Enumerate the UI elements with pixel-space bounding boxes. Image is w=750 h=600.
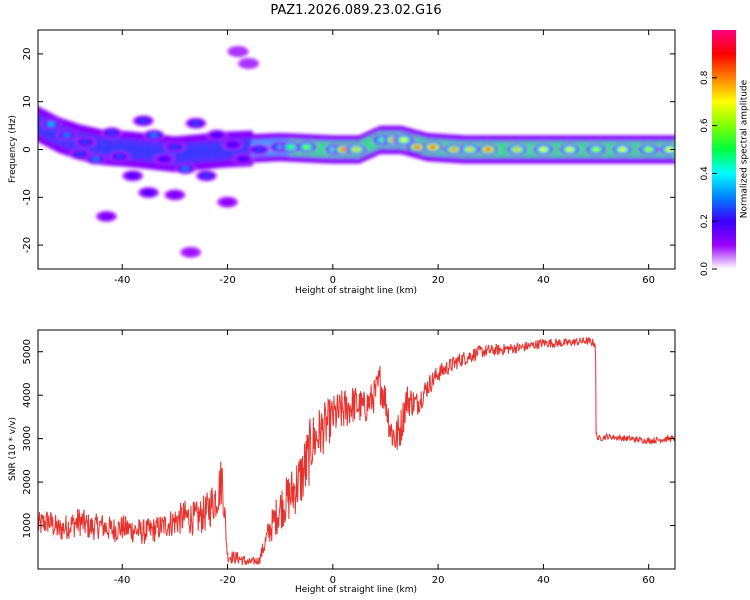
heatmap-blob <box>103 214 110 219</box>
heatmap-blob <box>145 190 152 195</box>
snr-y-tick-label: 3000 <box>22 426 33 451</box>
heatmap-blob <box>619 147 626 152</box>
snr-y-tick-label: 5000 <box>22 339 33 364</box>
heatmap-blob <box>182 166 189 171</box>
spectrogram-y-ticks: -20 -10 0 10 20 <box>22 48 675 253</box>
snr-x-label: Height of straight line (km) <box>295 585 417 595</box>
heatmap-blob <box>229 142 237 147</box>
spectrogram-x-label: Height of straight line (km) <box>295 286 417 296</box>
heatmap-blob <box>150 133 158 138</box>
spectrogram-y-tick-label: 10 <box>22 95 33 108</box>
heatmap-blob <box>116 154 123 159</box>
spectrogram-panel: -40 -20 0 20 40 60 -20 -10 0 10 20 Height of stra… <box>8 29 676 296</box>
heatmap-blob <box>47 122 55 127</box>
heatmap-blob <box>450 147 458 152</box>
colorbar-tick-label: 0.4 <box>700 166 710 181</box>
spectrogram-x-tick-label: 40 <box>537 275 550 286</box>
spectrogram-y-label: Frequency (Hz) <box>8 115 18 183</box>
colorbar-ticks: 0.0 0.2 0.4 0.6 0.8 <box>700 70 717 276</box>
colorbar: 0.0 0.2 0.4 0.6 0.8 Normalized spectral ampl… <box>700 30 750 276</box>
heatmap-blob <box>484 147 492 152</box>
heatmap-blob <box>245 61 252 66</box>
snr-y-tick-label: 2000 <box>22 469 33 494</box>
heatmap-blob <box>645 147 652 152</box>
snr-y-ticks: 1000 2000 3000 4000 5000 <box>22 339 675 538</box>
heatmap-blob <box>234 49 242 54</box>
heatmap-blob <box>224 200 231 204</box>
spectrogram-y-tick-label: 20 <box>22 48 33 61</box>
heatmap-blob <box>161 157 168 161</box>
spectrogram-x-ticks: -40 -20 0 20 40 60 <box>114 30 655 286</box>
snr-x-ticks: -40 -20 0 20 40 60 <box>114 330 655 586</box>
chart-title: PAZ1.2026.089.23.02.G16 <box>270 3 441 18</box>
spectrogram-y-tick-label: 0 <box>22 146 33 152</box>
heatmap-blob <box>513 147 521 152</box>
spectrogram-x-tick-label: 20 <box>432 275 445 286</box>
spectrogram-x-tick-label: -40 <box>114 275 130 286</box>
heatmap-blob <box>413 145 421 150</box>
colorbar-tick-label: 0.2 <box>700 214 710 228</box>
heatmap-blob <box>171 193 179 197</box>
snr-y-label: SNR (10 * v/v) <box>8 417 18 481</box>
heatmap-blob <box>255 147 263 152</box>
heatmap-blob <box>108 130 116 135</box>
spectrogram-y-tick-label: -20 <box>22 237 33 253</box>
heatmap-blob <box>400 138 408 142</box>
heatmap-blob <box>540 147 547 152</box>
heatmap-blob <box>171 145 179 150</box>
spectrogram-x-tick-label: -20 <box>219 275 235 286</box>
heatmap-blob <box>592 147 600 152</box>
heatmap-blob <box>666 147 674 152</box>
colorbar-tick-label: 0.8 <box>700 70 710 85</box>
heatmap-blob <box>240 157 247 161</box>
snr-x-tick-label: 0 <box>330 575 336 586</box>
heatmap-blob <box>192 121 200 126</box>
snr-y-tick-label: 4000 <box>22 382 33 407</box>
snr-x-tick-label: 40 <box>537 575 550 586</box>
spectrogram-x-tick-label: 0 <box>330 275 336 286</box>
spectrogram-energy <box>38 46 675 258</box>
snr-x-tick-label: -40 <box>114 575 130 586</box>
snr-x-tick-label: 60 <box>642 575 655 586</box>
heatmap-blob <box>303 145 310 150</box>
heatmap-blob <box>213 133 221 138</box>
heatmap-blob <box>353 147 360 152</box>
heatmap-blob <box>92 157 100 161</box>
spectrogram-y-tick-label: -10 <box>22 189 33 205</box>
heatmap-blob <box>340 147 347 152</box>
colorbar-tick-label: 0.0 <box>700 262 710 277</box>
heatmap-blob <box>287 145 294 150</box>
heatmap-blob <box>139 118 147 123</box>
heatmap-blob <box>566 147 574 152</box>
snr-y-tick-label: 1000 <box>22 513 33 538</box>
spectrogram-heatmap <box>38 46 675 258</box>
heatmap-blob <box>82 140 89 145</box>
heatmap-blob <box>429 145 437 150</box>
heatmap-blob <box>466 147 473 152</box>
colorbar-gradient <box>712 30 736 269</box>
heatmap-blob <box>187 250 194 255</box>
heatmap-blob <box>63 133 71 138</box>
spectrogram-x-tick-label: 60 <box>642 275 655 286</box>
snr-x-tick-label: -20 <box>219 575 235 586</box>
colorbar-tick-label: 0.6 <box>700 118 710 133</box>
heatmap-blob <box>76 152 84 157</box>
heatmap-blob <box>129 173 137 178</box>
snr-x-tick-label: 20 <box>432 575 445 586</box>
snr-series-line <box>38 336 675 566</box>
colorbar-label: Normalized spectral amplitude <box>740 79 750 218</box>
heatmap-blob <box>203 173 210 178</box>
snr-panel: -40 -20 0 20 40 60 1000 2000 3000 4000 5000 Heigh… <box>8 329 676 595</box>
snr-frame <box>37 329 676 570</box>
